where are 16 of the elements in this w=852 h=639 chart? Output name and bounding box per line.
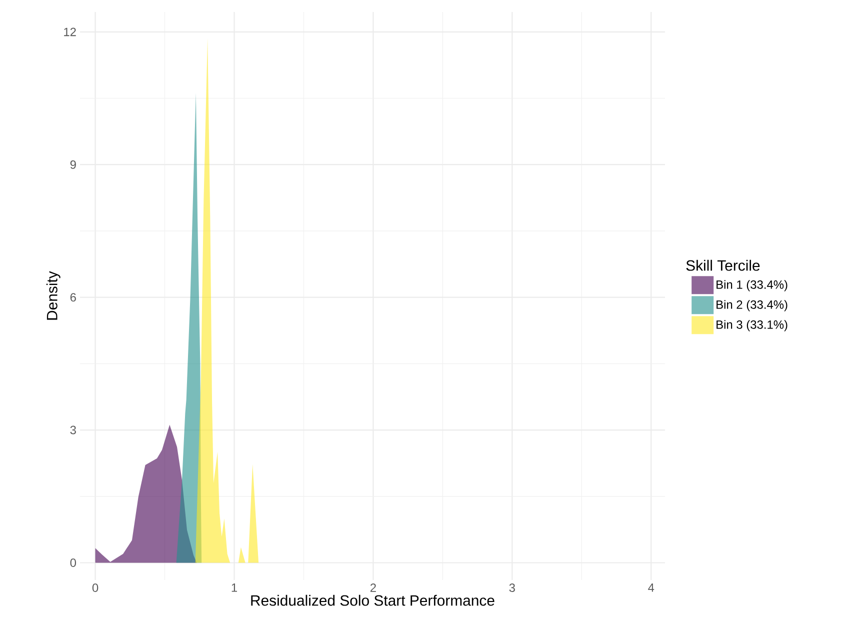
legend-label: Bin 1 (33.4%): [716, 280, 788, 292]
x-tick-label: 4: [648, 584, 654, 592]
y-tick-label: 9: [70, 160, 76, 169]
legend-label: Bin 2 (33.4%): [716, 300, 788, 312]
legend-label: Bin 3 (33.1%): [716, 320, 788, 332]
y-tick-label: 0: [70, 558, 76, 567]
x-tick-label: 3: [509, 584, 515, 592]
y-axis-title: Density: [46, 271, 60, 320]
legend-title: Skill Tercile: [686, 260, 760, 271]
x-tick-label: 2: [370, 584, 376, 592]
x-tick-label: 0: [92, 584, 98, 592]
x-tick-label: 1: [232, 584, 237, 592]
y-tick-label: 6: [70, 293, 76, 302]
y-tick-label: 12: [64, 28, 76, 36]
y-tick-label: 3: [70, 426, 76, 434]
x-axis-title: Residualized Solo Start Performance: [251, 594, 494, 606]
